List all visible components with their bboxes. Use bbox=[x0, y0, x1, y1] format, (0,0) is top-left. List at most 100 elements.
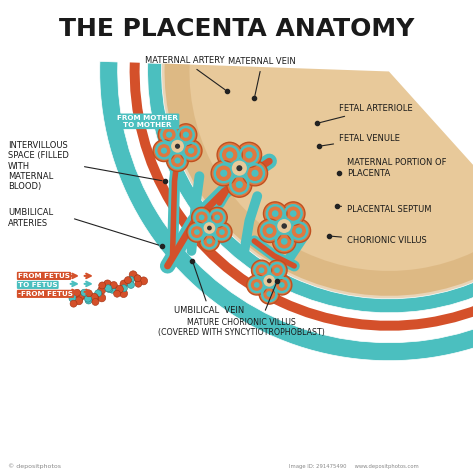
Circle shape bbox=[76, 293, 84, 301]
Circle shape bbox=[242, 161, 267, 186]
Circle shape bbox=[287, 219, 310, 242]
Circle shape bbox=[140, 277, 147, 285]
Circle shape bbox=[272, 210, 279, 217]
Circle shape bbox=[109, 286, 116, 293]
Circle shape bbox=[106, 286, 113, 293]
Circle shape bbox=[175, 124, 197, 146]
Circle shape bbox=[290, 210, 297, 217]
Circle shape bbox=[84, 295, 91, 302]
Circle shape bbox=[266, 291, 272, 297]
Circle shape bbox=[85, 290, 92, 297]
Circle shape bbox=[125, 277, 131, 284]
Circle shape bbox=[191, 208, 212, 228]
Circle shape bbox=[258, 219, 282, 242]
Circle shape bbox=[153, 140, 175, 161]
Circle shape bbox=[267, 260, 287, 280]
Circle shape bbox=[120, 285, 128, 292]
Text: MATERNAL PORTION OF
PLACENTA: MATERNAL PORTION OF PLACENTA bbox=[339, 159, 447, 178]
Circle shape bbox=[279, 282, 285, 288]
Wedge shape bbox=[160, 63, 474, 301]
Text: FETAL VENULE: FETAL VENULE bbox=[322, 134, 400, 146]
Circle shape bbox=[134, 275, 141, 282]
Circle shape bbox=[200, 231, 219, 251]
Circle shape bbox=[252, 260, 272, 280]
Text: MATURE CHORIONIC VILLUS
(COVERED WITH SYNCYTIOTROPHOBLAST): MATURE CHORIONIC VILLUS (COVERED WITH SY… bbox=[158, 318, 325, 337]
Circle shape bbox=[167, 149, 188, 171]
Circle shape bbox=[79, 291, 87, 299]
Circle shape bbox=[214, 215, 220, 220]
Circle shape bbox=[183, 131, 189, 138]
Circle shape bbox=[281, 238, 288, 245]
Circle shape bbox=[207, 208, 227, 228]
Text: -FROM FETUS: -FROM FETUS bbox=[18, 291, 73, 297]
Text: PLACENTAL SEPTUM: PLACENTAL SEPTUM bbox=[340, 205, 431, 214]
Circle shape bbox=[92, 298, 99, 306]
Text: MATERNAL ARTERY: MATERNAL ARTERY bbox=[145, 56, 225, 90]
Circle shape bbox=[266, 228, 273, 234]
Circle shape bbox=[70, 300, 77, 307]
Circle shape bbox=[217, 142, 242, 168]
Circle shape bbox=[180, 140, 202, 161]
Circle shape bbox=[119, 289, 128, 298]
Circle shape bbox=[272, 275, 292, 295]
Circle shape bbox=[187, 222, 207, 242]
Circle shape bbox=[259, 268, 264, 273]
Circle shape bbox=[194, 229, 200, 235]
Circle shape bbox=[85, 297, 92, 304]
Circle shape bbox=[246, 275, 267, 295]
Circle shape bbox=[274, 268, 280, 273]
Circle shape bbox=[237, 142, 262, 168]
Circle shape bbox=[135, 280, 142, 287]
Text: FETAL ARTERIOLE: FETAL ARTERIOLE bbox=[320, 104, 413, 123]
Circle shape bbox=[134, 275, 141, 282]
Text: FROM MOTHER
TO MOTHER: FROM MOTHER TO MOTHER bbox=[117, 115, 178, 128]
Circle shape bbox=[73, 289, 81, 296]
Circle shape bbox=[129, 271, 137, 279]
Circle shape bbox=[170, 139, 185, 154]
Circle shape bbox=[188, 148, 194, 154]
Circle shape bbox=[75, 297, 83, 305]
Circle shape bbox=[246, 151, 253, 159]
Text: © depositphotos: © depositphotos bbox=[8, 464, 61, 469]
Circle shape bbox=[207, 226, 212, 230]
Circle shape bbox=[128, 277, 134, 283]
Circle shape bbox=[103, 280, 111, 288]
Circle shape bbox=[158, 124, 180, 146]
Text: UMBILICAL  VEIN: UMBILICAL VEIN bbox=[174, 264, 245, 315]
Circle shape bbox=[203, 221, 216, 235]
Circle shape bbox=[166, 131, 172, 138]
Circle shape bbox=[207, 238, 212, 244]
Text: Image ID: 291475490     www.depositphotos.com: Image ID: 291475490 www.depositphotos.co… bbox=[289, 465, 419, 469]
Circle shape bbox=[128, 281, 135, 288]
Circle shape bbox=[110, 281, 118, 288]
Wedge shape bbox=[147, 63, 474, 313]
Circle shape bbox=[295, 228, 302, 234]
Circle shape bbox=[276, 218, 292, 234]
Text: THE PLACENTA ANATOMY: THE PLACENTA ANATOMY bbox=[59, 17, 414, 40]
Circle shape bbox=[226, 151, 233, 159]
Circle shape bbox=[81, 289, 88, 296]
Circle shape bbox=[175, 144, 180, 149]
Circle shape bbox=[273, 229, 296, 253]
Circle shape bbox=[92, 295, 99, 302]
Circle shape bbox=[237, 165, 242, 171]
Circle shape bbox=[115, 288, 121, 295]
Wedge shape bbox=[100, 61, 474, 361]
Circle shape bbox=[219, 229, 225, 235]
Circle shape bbox=[212, 222, 232, 242]
Text: CHORIONIC VILLUS: CHORIONIC VILLUS bbox=[332, 236, 427, 246]
Circle shape bbox=[161, 148, 167, 154]
Circle shape bbox=[69, 295, 76, 302]
Circle shape bbox=[231, 160, 248, 177]
Circle shape bbox=[105, 285, 112, 292]
Wedge shape bbox=[164, 64, 474, 296]
Circle shape bbox=[259, 284, 279, 304]
Circle shape bbox=[98, 286, 106, 294]
Text: TO FETUS: TO FETUS bbox=[18, 282, 57, 288]
Circle shape bbox=[120, 280, 128, 288]
Circle shape bbox=[236, 181, 243, 188]
Circle shape bbox=[98, 294, 106, 302]
Text: FROM FETUS: FROM FETUS bbox=[18, 273, 70, 279]
Circle shape bbox=[115, 285, 123, 293]
Circle shape bbox=[282, 223, 287, 229]
